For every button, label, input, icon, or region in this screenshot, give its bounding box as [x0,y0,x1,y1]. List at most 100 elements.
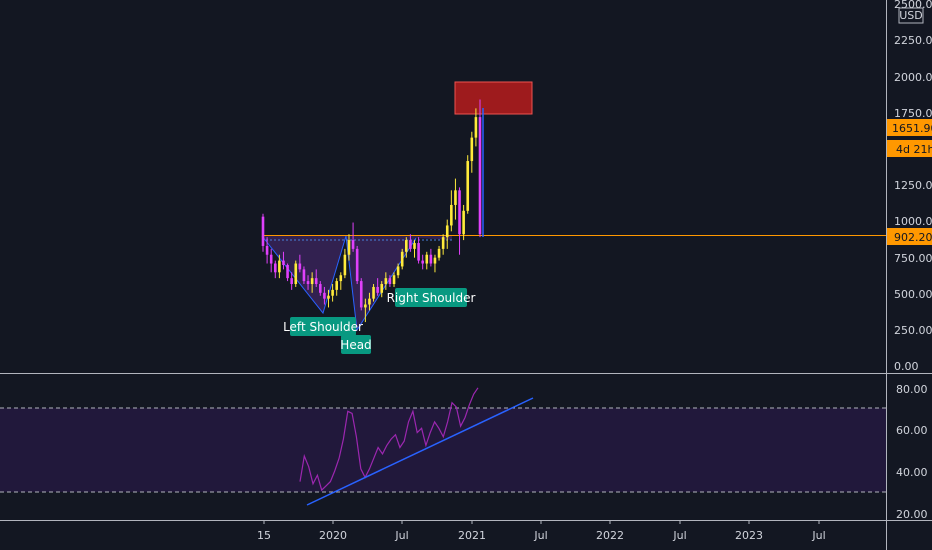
candle-body [286,264,289,279]
price-axis-ticks: 2500.00 2250.00 2000.00 1750.00 1250.00 … [894,0,932,373]
candle-body [347,240,351,255]
candle-body [388,278,392,285]
rsi-line [299,387,479,492]
rsi-trendline [306,397,534,506]
candle-body [335,281,338,290]
time-tick: 2023 [735,529,763,542]
candle-body [323,292,326,299]
price-tick: 500.00 [894,288,932,301]
candle-body [470,137,474,162]
candle-body [306,281,310,285]
label-head-text: Head [340,338,371,352]
candle-body [290,278,293,285]
price-tick: 2500.00 [894,0,932,11]
price-tick: 2250.00 [894,34,932,47]
price-tick: 250.00 [894,324,932,337]
price-tick: 750.00 [894,252,932,265]
candle-body [368,298,371,305]
current-price-text: 1651.90 [892,122,932,135]
countdown-text: 4d 21h [896,143,932,156]
countdown-tag [887,140,932,157]
candle-body [269,254,273,264]
candles-group [261,99,482,323]
candle-body [441,237,445,249]
neckline-price-text: 902.20 [894,231,932,244]
time-tick: 2022 [596,529,624,542]
candle-body [298,263,302,270]
candle-body [376,286,379,293]
candle-body [302,269,306,282]
candle-body [417,243,420,261]
candle-body [458,190,461,235]
price-tick: 0.00 [894,360,919,373]
candle-body [474,117,478,138]
candle-body [355,248,359,282]
candle-body [351,240,355,249]
candle-body [282,260,285,265]
time-tick-marks [263,520,820,524]
candle-body [405,240,408,252]
candle-body [462,210,465,235]
candle-body [327,295,330,299]
label-left-shoulder[interactable]: Left Shoulder [283,317,363,336]
candle-body [339,275,343,282]
candle-body [359,281,363,308]
time-tick: Jul [533,529,547,542]
candle-body [278,260,281,273]
candle-body [450,204,453,226]
candle-body [310,278,314,285]
candle-body [380,284,384,293]
candle-body [433,257,437,264]
rsi-tick: 60.00 [896,424,928,437]
candle-body [413,243,416,249]
label-head[interactable]: Head [340,335,372,354]
target-zone[interactable] [454,81,533,115]
time-tick: 2021 [458,529,486,542]
candle-body [425,254,429,264]
candle-body [454,190,457,205]
time-tick: 2020 [319,529,347,542]
rsi-tick: 40.00 [896,466,928,479]
price-tick: 1000.00 [894,215,932,228]
rsi-tick: 20.00 [896,508,928,521]
label-right-shoulder-text: Right Shoulder [387,291,476,305]
candle-body [294,263,298,285]
time-tick: Jul [811,529,825,542]
label-left-shoulder-text: Left Shoulder [283,320,363,334]
candle-body [261,216,265,246]
candle-body [364,304,367,308]
rsi-tick: 80.00 [896,383,928,396]
candle-body [372,286,375,299]
price-tick: 1250.00 [894,179,932,192]
currency-box[interactable] [898,7,924,24]
candle-body [319,284,322,293]
candle-body [437,248,441,258]
price-tick: 1750.00 [894,107,932,120]
candle-body [478,117,482,235]
current-price-tag [887,119,932,136]
label-right-shoulder[interactable]: Right Shoulder [387,288,476,307]
candle-body [265,245,269,255]
candle-body [392,275,396,285]
price-tick: 2000.00 [894,71,932,84]
neckline-price-tag [887,228,932,245]
currency-label: USD [899,9,923,22]
candle-body [429,254,433,264]
candle-body [445,225,449,238]
candle-body [343,254,347,276]
candle-body [273,263,277,273]
candle-body [400,251,404,267]
time-tick: 15 [257,529,271,542]
candle-body [466,161,470,211]
candle-body [384,278,388,285]
candle-body [314,278,318,285]
rsi-band [0,408,886,492]
candle-body [396,266,400,276]
time-tick: Jul [394,529,408,542]
time-tick: Jul [672,529,686,542]
candle-body [421,260,424,264]
candle-body [409,240,412,249]
candle-body [331,289,334,296]
